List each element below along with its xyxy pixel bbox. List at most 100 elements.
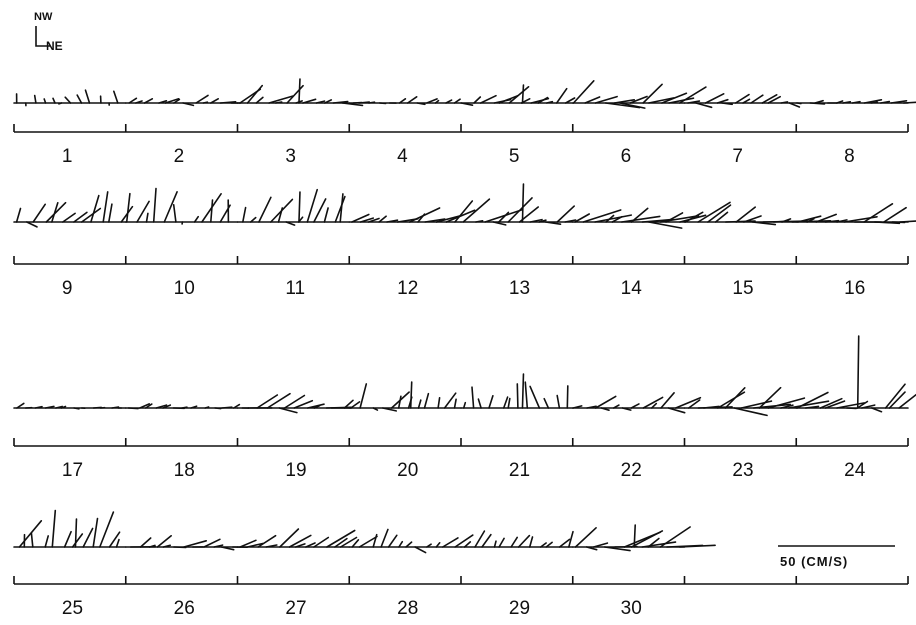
- current-vector-stick: [463, 541, 472, 548]
- current-vector-stick: [767, 95, 782, 104]
- day-label: 7: [732, 146, 743, 167]
- current-vector-stick: [605, 214, 615, 223]
- current-vector-stick: [183, 539, 207, 548]
- current-vector-stick: [80, 207, 102, 223]
- current-vector-stick: [74, 518, 78, 548]
- current-vector-stick: [647, 97, 675, 104]
- current-vector-stick: [750, 94, 764, 104]
- current-vector-stick: [630, 207, 649, 223]
- current-vector-stick: [76, 94, 83, 104]
- current-vector-stick: [283, 394, 306, 409]
- day-label: 29: [509, 598, 530, 619]
- current-vector-stick: [521, 84, 525, 104]
- current-vector-stick: [115, 538, 120, 548]
- current-vector-stick: [90, 194, 100, 223]
- current-vector-stick: [836, 402, 866, 409]
- day-label: 5: [509, 146, 520, 167]
- current-vector-stick: [113, 90, 119, 104]
- current-vector-stick: [507, 197, 533, 223]
- current-vector-stick: [824, 400, 846, 409]
- current-vector-stick: [473, 96, 482, 104]
- current-vector-stick: [484, 209, 523, 223]
- current-vector-stick: [286, 84, 304, 104]
- current-vector-stick: [761, 94, 778, 104]
- current-vector-stick: [195, 94, 209, 104]
- current-vector-stick: [488, 394, 494, 409]
- current-vector-stick: [498, 94, 519, 104]
- current-vector-stick: [454, 534, 474, 548]
- current-vector-stick: [334, 537, 348, 548]
- current-vector-stick: [258, 196, 272, 223]
- current-vector-stick: [293, 399, 314, 409]
- day-label: 6: [621, 146, 632, 167]
- current-vector-stick: [556, 394, 561, 409]
- current-vector-stick: [493, 540, 497, 548]
- current-vector-stick: [453, 398, 457, 409]
- current-vector-stick: [647, 537, 660, 548]
- current-vector-stick: [471, 386, 475, 409]
- current-vector-stick: [108, 203, 113, 223]
- current-vector-stick: [660, 391, 675, 409]
- current-vector-stick: [172, 204, 177, 223]
- day-label: 21: [509, 460, 530, 481]
- current-vector-stick: [30, 532, 34, 548]
- current-vector-stick: [883, 206, 907, 223]
- current-vector-stick: [257, 534, 277, 548]
- current-vector-stick: [378, 215, 387, 223]
- scale-bar: 50 (CM/S): [778, 545, 895, 569]
- current-vector-stick: [350, 401, 361, 409]
- current-vector-stick: [409, 381, 413, 409]
- current-vector-stick: [18, 519, 43, 548]
- current-vector-stick: [594, 214, 633, 223]
- current-vector-stick: [64, 96, 72, 104]
- current-vector-stick: [339, 536, 358, 548]
- day-label: 8: [844, 146, 855, 167]
- current-vector-stick: [697, 201, 731, 223]
- current-vector-stick: [163, 191, 178, 223]
- current-vector-stick: [359, 383, 368, 409]
- current-vector-stick: [707, 204, 732, 223]
- current-vector-stick: [629, 95, 648, 104]
- current-vector-stick: [497, 211, 510, 223]
- day-label: 13: [509, 278, 530, 299]
- current-vector-stick: [25, 221, 38, 228]
- day-label: 27: [285, 598, 306, 619]
- day-label: 16: [844, 278, 865, 299]
- current-vector-stick: [507, 397, 511, 409]
- day-label: 10: [174, 278, 195, 299]
- current-vector-stick: [796, 391, 829, 409]
- current-vector-stick: [819, 397, 843, 409]
- current-vector-stick: [564, 97, 576, 104]
- day-label: 1: [62, 146, 73, 167]
- current-vector-stick: [397, 395, 402, 409]
- current-vector-stick: [326, 529, 356, 548]
- day-label: 23: [732, 460, 753, 481]
- current-vector-stick: [145, 212, 149, 223]
- current-vector-stick: [574, 213, 591, 223]
- current-vector-stick: [313, 536, 330, 548]
- current-vector-stick: [417, 399, 422, 409]
- current-vector-stick: [278, 528, 300, 548]
- day-label: 2: [174, 146, 185, 167]
- current-vector-stick: [735, 206, 757, 223]
- current-vector-stick: [856, 400, 869, 409]
- current-vector-stick: [558, 538, 571, 548]
- current-vector-stick: [387, 534, 398, 548]
- current-vector-stick: [704, 93, 725, 104]
- current-vector-stick: [99, 511, 115, 548]
- current-vector-stick: [528, 536, 534, 548]
- current-vector-stick: [156, 534, 172, 548]
- current-vector-stick: [641, 541, 677, 548]
- current-vector-stick: [406, 96, 418, 104]
- day-label: 14: [621, 278, 643, 299]
- current-vector-stick: [474, 530, 486, 548]
- current-vector-stick: [516, 383, 519, 409]
- current-vector-stick: [888, 391, 906, 409]
- current-vector-stick: [32, 203, 47, 223]
- current-vector-stick: [82, 527, 94, 548]
- current-vector-stick: [633, 524, 637, 548]
- current-vector-stick: [108, 531, 121, 548]
- day-label: 18: [174, 460, 195, 481]
- current-vector-stick: [594, 395, 617, 409]
